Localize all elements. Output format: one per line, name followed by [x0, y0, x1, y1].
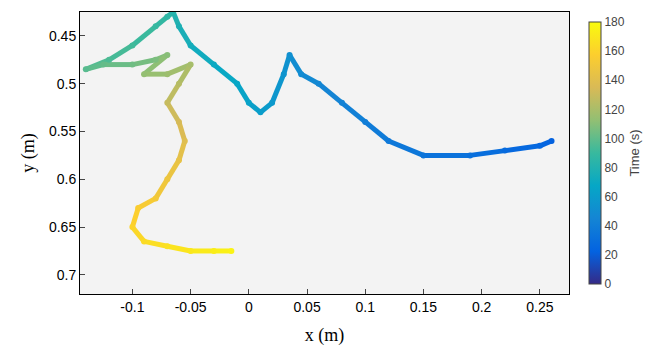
- svg-text:y (m): y (m): [18, 133, 39, 173]
- svg-text:Time (s): Time (s): [627, 129, 642, 176]
- svg-text:160: 160: [604, 44, 624, 58]
- svg-text:0.2: 0.2: [472, 299, 492, 315]
- svg-text:60: 60: [604, 190, 618, 204]
- svg-text:0.5: 0.5: [57, 76, 77, 92]
- svg-text:0.65: 0.65: [49, 219, 76, 235]
- svg-text:0.15: 0.15: [410, 299, 437, 315]
- svg-text:0.1: 0.1: [356, 299, 376, 315]
- svg-text:-0.05: -0.05: [175, 299, 207, 315]
- svg-text:0: 0: [245, 299, 253, 315]
- svg-text:100: 100: [604, 132, 624, 146]
- svg-text:20: 20: [604, 248, 618, 262]
- svg-text:0.45: 0.45: [49, 28, 76, 44]
- svg-text:0.25: 0.25: [526, 299, 553, 315]
- svg-text:0.05: 0.05: [293, 299, 320, 315]
- svg-text:80: 80: [604, 161, 618, 175]
- svg-text:0.7: 0.7: [57, 267, 77, 283]
- svg-text:40: 40: [604, 219, 618, 233]
- svg-text:0.55: 0.55: [49, 123, 76, 139]
- svg-text:120: 120: [604, 103, 624, 117]
- svg-text:-0.1: -0.1: [120, 299, 144, 315]
- svg-text:140: 140: [604, 73, 624, 87]
- svg-text:x (m): x (m): [305, 325, 345, 346]
- svg-text:0.6: 0.6: [57, 171, 77, 187]
- svg-text:0: 0: [604, 277, 611, 291]
- svg-text:180: 180: [604, 15, 624, 29]
